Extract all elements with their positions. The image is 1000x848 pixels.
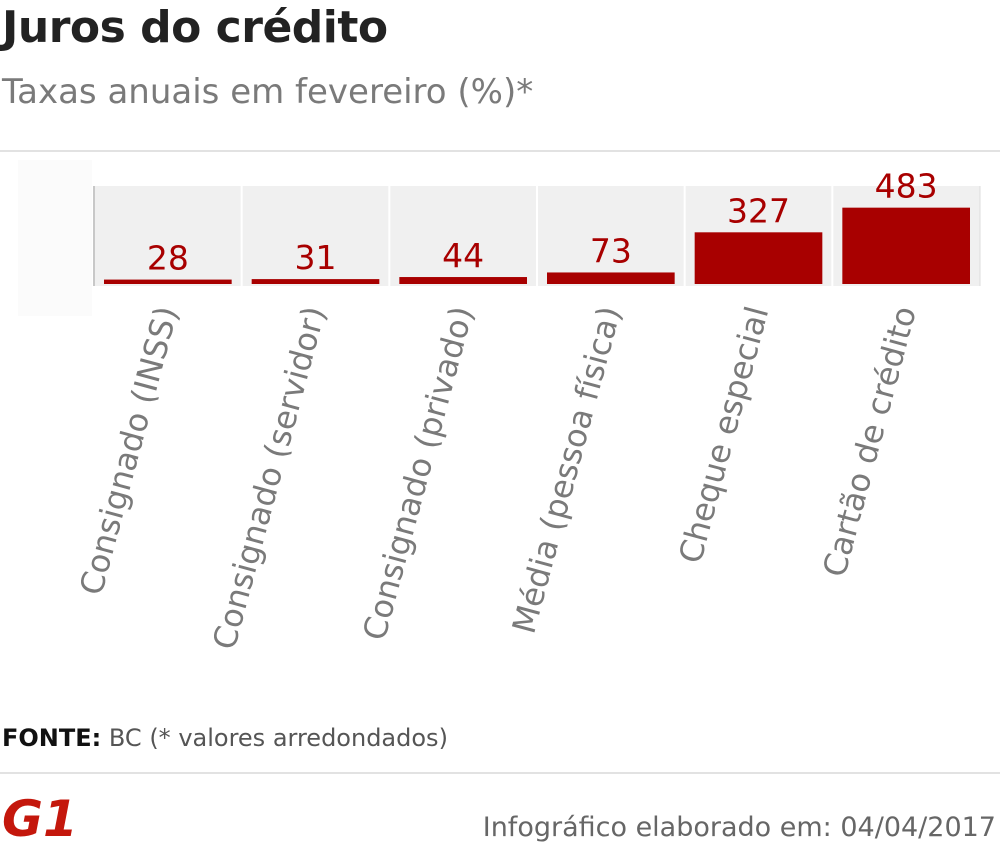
value-label: 483: [875, 167, 938, 206]
top-divider: [0, 150, 1000, 152]
value-label: 28: [147, 239, 189, 278]
source-label: FONTE:: [2, 724, 102, 752]
infographic-credit: Infográfico elaborado em: 04/04/2017: [482, 812, 996, 843]
category-label: Média (pessoa física): [505, 302, 629, 637]
chart-subtitle: Taxas anuais em fevereiro (%)*: [2, 72, 534, 112]
bar: [399, 277, 527, 284]
bars: [104, 207, 970, 284]
bar: [104, 279, 232, 284]
column-separators: [240, 186, 834, 286]
bar: [694, 232, 823, 284]
bar: [251, 279, 380, 284]
plot-left-padding: [18, 160, 92, 316]
value-labels: 28 31 44 73 327 483: [147, 167, 938, 278]
category-label: Consignado (servidor): [205, 302, 333, 653]
source-note: FONTE: BC (* valores arredondados): [2, 724, 448, 752]
category-labels: Consignado (INSS) Consignado (servidor) Co…: [72, 302, 924, 653]
value-label: 327: [727, 191, 790, 230]
chart-title: Juros do crédito: [2, 2, 388, 53]
g1-logo: G1: [2, 790, 78, 844]
category-label: Consignado (INSS): [72, 302, 186, 599]
bar: [547, 272, 675, 284]
category-label: Cartão de crédito: [815, 302, 924, 581]
category-label: Consignado (privado): [355, 302, 481, 644]
svg-text:G1: G1: [2, 790, 78, 844]
category-label: Cheque especial: [671, 302, 776, 567]
value-label: 31: [295, 238, 337, 277]
value-label: 44: [442, 236, 484, 275]
bottom-divider: [0, 772, 1000, 774]
value-label: 73: [590, 231, 632, 270]
source-text: BC (* valores arredondados): [108, 724, 448, 752]
bar: [842, 207, 970, 284]
